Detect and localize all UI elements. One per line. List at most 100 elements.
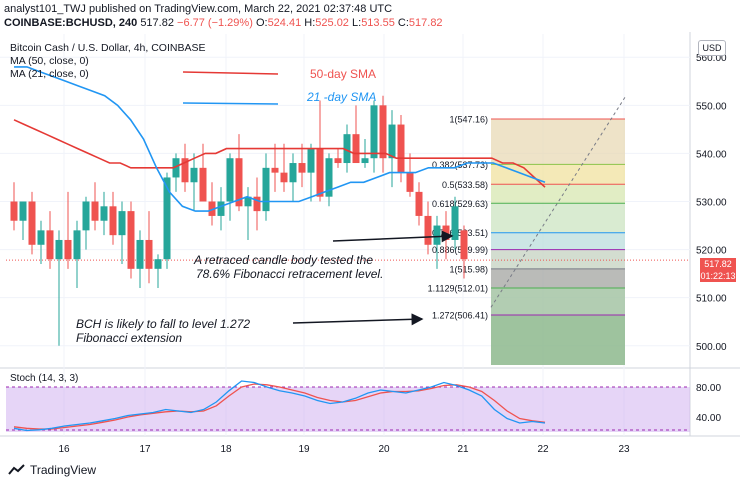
candle-body — [451, 206, 459, 240]
y-tick-label: 530.00 — [696, 198, 727, 209]
fib-level-label: 0.786(523.51) — [432, 228, 488, 238]
bch-annotation-line2: Fibonacci extension — [76, 331, 182, 345]
footer: TradingView — [8, 463, 96, 477]
y-tick-label: 500.00 — [696, 342, 727, 353]
last-price-tag-value: 517.82 — [704, 259, 732, 269]
price-change: −6.77 (−1.29%) — [177, 17, 253, 29]
tradingview-logo-icon — [8, 464, 25, 475]
last-price: 517.82 — [140, 17, 174, 29]
x-tick-label: 21 — [457, 444, 469, 455]
candle-body — [388, 124, 396, 159]
candle-body — [415, 191, 423, 216]
chart-title: Bitcoin Cash / U.S. Dollar, 4h, COINBASE — [10, 42, 206, 54]
fib-level-label: 0.382(537.73) — [432, 160, 488, 170]
candle-body — [154, 259, 162, 269]
fib-level-label: 0.886(519.99) — [432, 245, 488, 255]
candle-body — [208, 201, 216, 216]
candle-body — [406, 172, 414, 192]
fib-zone — [491, 184, 625, 204]
fib-zone — [491, 314, 625, 365]
candle-body — [199, 167, 207, 202]
stoch-k-line — [13, 380, 546, 432]
candle-body — [235, 158, 243, 207]
last-price-tag: 517.82 01:22:13 — [700, 258, 736, 282]
candle-body — [397, 124, 405, 173]
candle-body — [163, 177, 171, 260]
candle-body — [433, 225, 441, 245]
candle-body — [181, 158, 189, 183]
y-tick-label: 520.00 — [696, 246, 727, 257]
x-tick-label: 20 — [378, 444, 390, 455]
x-tick-label: 22 — [537, 444, 549, 455]
fib-level-label: 1.1129(512.01) — [428, 284, 488, 294]
sma21-annotation: 21 -day SMA — [306, 90, 376, 104]
candle-body — [217, 201, 225, 216]
high-value: 525.02 — [315, 17, 349, 29]
fib-level-label: 0.5(533.58) — [442, 180, 488, 190]
candle-body — [361, 158, 369, 164]
x-tick-label: 17 — [139, 444, 151, 455]
candle-body — [460, 230, 468, 260]
legend-ma21[interactable]: MA (21, close, 0) — [10, 68, 89, 80]
extension-arrow — [292, 313, 424, 326]
candle-body — [379, 105, 387, 159]
stoch-tick-label: 80.00 — [696, 383, 721, 394]
open-label: O: — [255, 17, 268, 29]
candle-body — [307, 148, 315, 173]
candle-body — [244, 196, 252, 207]
candle-body — [109, 206, 117, 236]
candle-body — [100, 206, 108, 221]
candle-body — [370, 105, 378, 159]
candle-body — [73, 230, 81, 260]
candle-body — [271, 167, 279, 173]
candle-body — [343, 134, 351, 164]
stoch-band — [6, 387, 690, 432]
candle-body — [442, 225, 450, 240]
y-tick-label: 560.00 — [696, 53, 727, 64]
candle-body — [262, 167, 270, 212]
fib-zone — [491, 203, 625, 233]
candle-body — [91, 201, 99, 221]
candle-body — [334, 158, 342, 164]
fib-zone — [491, 268, 625, 289]
fib-level-label: 1.272(506.41) — [432, 310, 488, 320]
candle-body — [28, 201, 36, 245]
symbol-ohlc-line: COINBASE:BCHUSD, 240 517.82 −6.77 (−1.29… — [4, 17, 443, 29]
candle-body — [19, 201, 27, 221]
fib-zone — [491, 249, 625, 269]
candle-body — [424, 215, 432, 245]
candle-body — [46, 230, 54, 260]
x-tick-label: 18 — [220, 444, 232, 455]
candle-body — [226, 158, 234, 202]
y-tick-label: 550.00 — [696, 101, 727, 112]
open-value: 524.41 — [267, 17, 302, 29]
candle-body — [37, 230, 45, 245]
candle-body — [145, 239, 153, 269]
chart-legend: Bitcoin Cash / U.S. Dollar, 4h, COINBASE… — [10, 42, 206, 81]
fib-level-label: 1(547.16) — [449, 114, 488, 124]
sma21-legend-line — [182, 102, 279, 105]
symbol-name: COINBASE:BCHUSD, 240 — [4, 17, 138, 29]
fib-level-label: 0.618(529.63) — [432, 199, 488, 209]
legend-ma50[interactable]: MA (50, close, 0) — [10, 55, 89, 67]
high-label: H: — [304, 17, 316, 29]
candle-body — [172, 158, 180, 178]
close-value: 517.82 — [408, 17, 443, 29]
candle-body — [127, 211, 135, 269]
sma50-legend-line — [182, 71, 279, 75]
candle-body — [253, 196, 261, 212]
retrace-annotation-line2: 78.6% Fibonacci retracement level. — [196, 267, 383, 281]
bch-annotation-line1: BCH is likely to fall to level 1.272 — [76, 317, 250, 331]
candle-body — [82, 201, 90, 231]
ma50-line — [13, 119, 546, 188]
currency-button[interactable]: USD — [698, 40, 726, 56]
candle-body — [280, 172, 288, 183]
fib-zone — [491, 118, 625, 165]
candle-body — [289, 163, 297, 183]
stoch-tick-label: 40.00 — [696, 413, 721, 424]
x-tick-label: 16 — [58, 444, 70, 455]
candle-body — [64, 239, 72, 260]
candle-body — [190, 167, 198, 183]
retrace-annotation-line1: A retraced candle body tested the — [193, 253, 373, 267]
